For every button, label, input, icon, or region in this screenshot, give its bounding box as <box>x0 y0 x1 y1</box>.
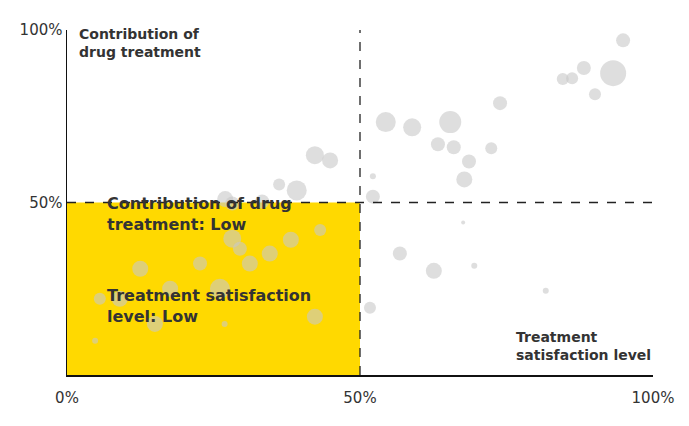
svg-text:100%: 100% <box>632 389 675 407</box>
svg-text:0%: 0% <box>55 389 79 407</box>
svg-text:Treatment satisfactionlevel: L: Treatment satisfactionlevel: Low <box>107 286 311 326</box>
svg-text:Contribution ofdrug treatment: Contribution ofdrug treatment <box>79 26 201 60</box>
svg-text:50%: 50% <box>343 389 376 407</box>
svg-text:50%: 50% <box>29 194 62 212</box>
svg-text:Treatmentsatisfaction level: Treatmentsatisfaction level <box>516 329 651 363</box>
svg-text:100%: 100% <box>20 21 63 39</box>
svg-text:Contribution of drugtreatment:: Contribution of drugtreatment: Low <box>107 194 292 234</box>
